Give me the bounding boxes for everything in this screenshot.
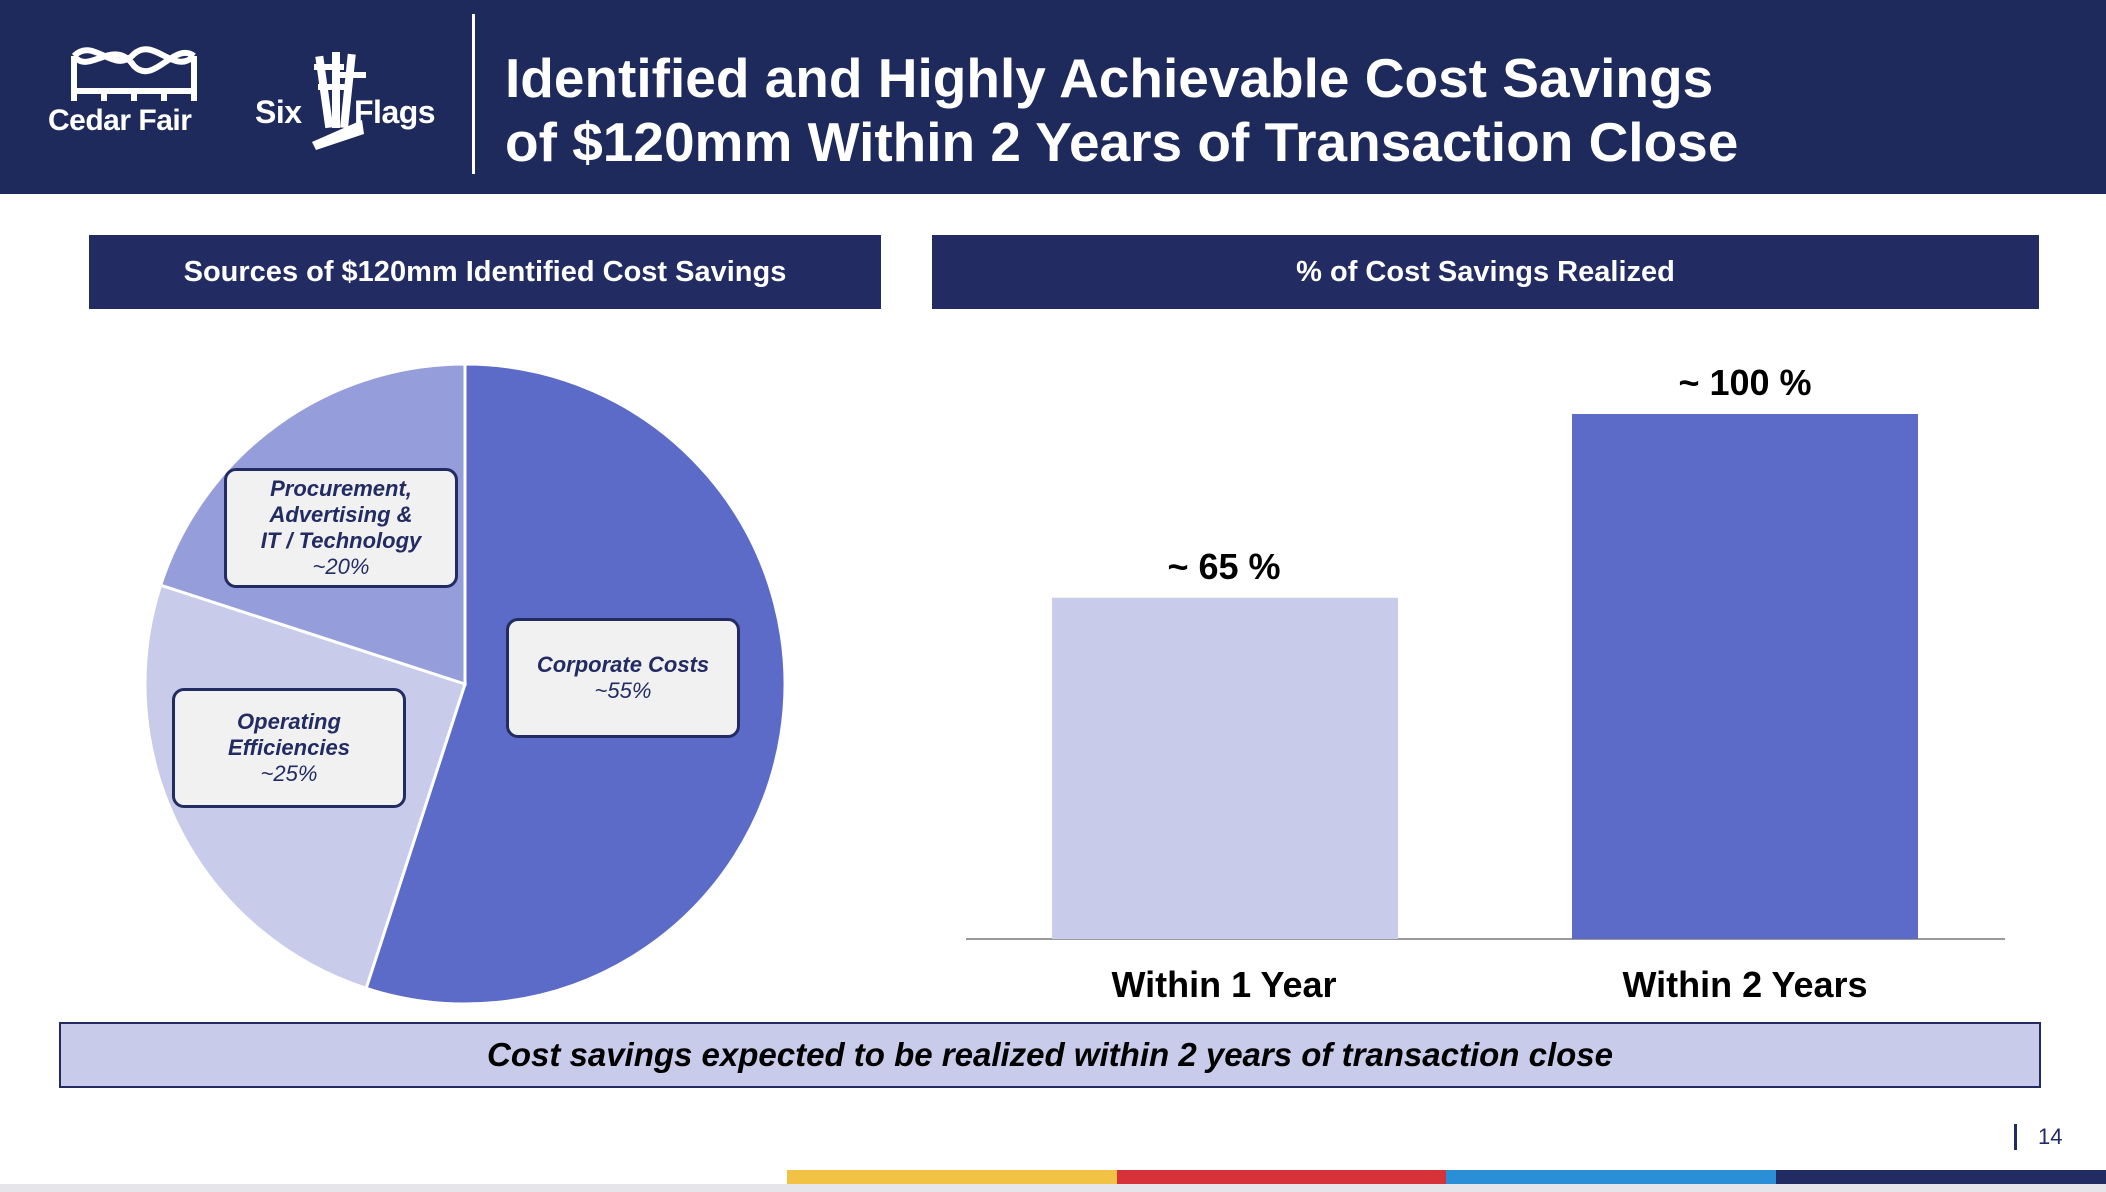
- page-title: Identified and Highly Achievable Cost Sa…: [505, 46, 1738, 174]
- bar-category-label-1yr: Within 1 Year: [1111, 964, 1337, 1005]
- pie-label-procurement: Procurement, Advertising & IT / Technolo…: [224, 468, 458, 588]
- footer-note: Cost savings expected to be realized wit…: [59, 1022, 2041, 1088]
- cedar-fair-logo-text: Cedar Fair: [48, 104, 192, 137]
- bar-1: [1572, 414, 1918, 939]
- pie-label-value: ~55%: [594, 678, 652, 703]
- header-banner: Cedar Fair Six Flags Identified and High…: [0, 0, 2106, 194]
- pie-label-name: Operating Efficiencies: [228, 709, 350, 760]
- bottom-shade: [0, 1184, 2106, 1192]
- stripe-navy: [1776, 1170, 2106, 1184]
- bar-0: [1052, 597, 1398, 939]
- stripe-blue: [1446, 1170, 1776, 1184]
- bar-value-label-2yr: ~ 100 %: [1678, 362, 1812, 403]
- pie-label-value: ~20%: [312, 554, 370, 579]
- stripe-red: [1117, 1170, 1446, 1184]
- page-title-line1: Identified and Highly Achievable Cost Sa…: [505, 47, 1714, 109]
- pie-label-name: Procurement, Advertising & IT / Technolo…: [260, 476, 422, 553]
- pie-label-operating-efficiencies: Operating Efficiencies ~25%: [172, 688, 406, 808]
- six-flags-logo-icon: [312, 52, 366, 150]
- stripe-yellow: [787, 1170, 1117, 1184]
- pie-label-corporate-costs: Corporate Costs ~55%: [506, 618, 740, 738]
- pie-label-name: Corporate Costs: [536, 652, 710, 677]
- header-divider: [472, 14, 475, 174]
- page-number-divider: [2014, 1124, 2017, 1150]
- pie-label-value: ~25%: [260, 761, 318, 786]
- page-number: 14: [2038, 1124, 2063, 1149]
- bar-value-label-1yr: ~ 65 %: [1167, 546, 1281, 587]
- six-flags-logo-text-flags: Flags: [354, 94, 436, 130]
- bar-category-label-2yr: Within 2 Years: [1622, 964, 1868, 1005]
- six-flags-logo-text-six: Six: [255, 94, 302, 130]
- page-title-line2: of $120mm Within 2 Years of Transaction …: [505, 111, 1739, 173]
- bar-panel-title: % of Cost Savings Realized: [932, 235, 2039, 309]
- pie-panel-title: Sources of $120mm Identified Cost Saving…: [89, 235, 881, 309]
- cedar-fair-logo-icon: [71, 46, 197, 101]
